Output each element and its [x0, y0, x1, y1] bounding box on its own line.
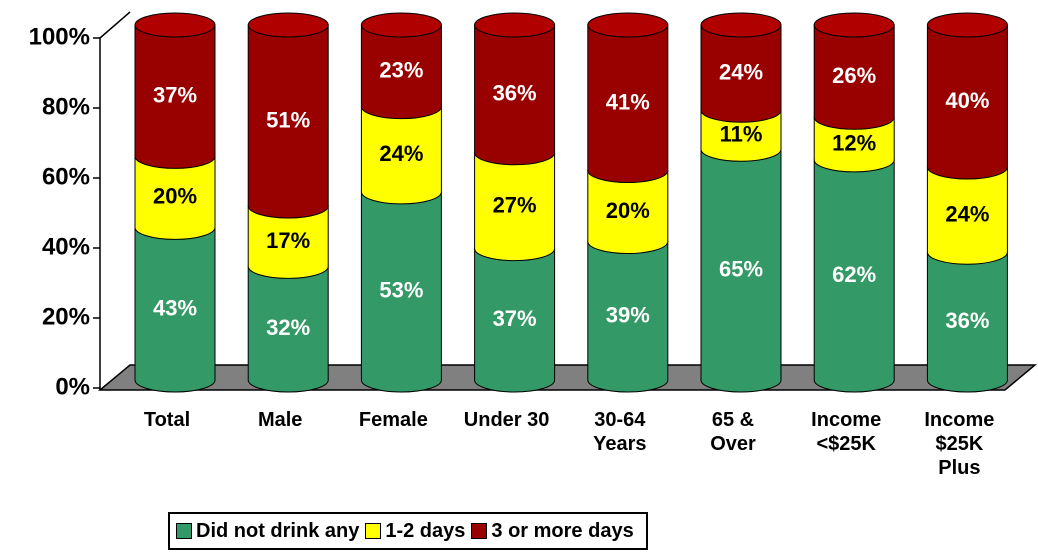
cylinder-cap	[474, 12, 556, 38]
cylinder-cap	[360, 12, 442, 38]
cylinder-segment	[247, 265, 329, 393]
x-tick-label: Income <$25K	[811, 409, 882, 455]
cylinder-segment	[247, 205, 329, 279]
y-tick-label: 20%	[42, 303, 90, 330]
value-label: 39%	[606, 303, 650, 328]
cylinder-segment	[700, 109, 782, 162]
value-label: 36%	[945, 308, 989, 333]
cylinder-segment	[813, 116, 895, 173]
value-label: 24%	[945, 201, 989, 226]
x-tick-label: 65 & Over	[710, 409, 756, 455]
value-label: 24%	[379, 141, 423, 166]
legend-item: 1-2 days	[365, 520, 465, 543]
x-tick-label: 30-64 Years	[593, 409, 647, 455]
y-tick-label: 0%	[55, 373, 90, 400]
y-tick-label: 40%	[42, 233, 90, 260]
legend-label: 1-2 days	[385, 519, 466, 542]
value-label: 17%	[266, 228, 310, 253]
cylinder-segment	[587, 24, 669, 184]
legend-item: Did not drink any	[176, 520, 359, 543]
value-label: 37%	[493, 306, 537, 331]
cylinder-segment	[134, 155, 216, 240]
value-label: 24%	[719, 59, 763, 84]
cylinder-cap	[587, 12, 669, 38]
cylinder-segment	[700, 148, 782, 393]
x-tick-label: Female	[358, 409, 428, 431]
cylinder-cap	[247, 12, 329, 38]
legend: Did not drink any 1-2 days 3 or more days	[168, 512, 648, 550]
cylinder-segment	[360, 106, 442, 205]
value-label: 11%	[720, 122, 763, 147]
cylinder-segment	[926, 24, 1008, 180]
value-label: 53%	[379, 278, 423, 303]
cylinder-segment	[360, 24, 442, 120]
legend-swatch	[471, 523, 488, 539]
cylinder-segment	[926, 166, 1008, 265]
cylinder-segment	[587, 170, 669, 255]
value-label: 32%	[266, 315, 310, 340]
cylinder-cap	[926, 12, 1008, 38]
cylinder-segment	[247, 24, 329, 219]
axis-edge	[99, 11, 131, 39]
x-tick-label: Under 30	[463, 409, 550, 431]
legend-item: 3 or more days	[471, 519, 634, 543]
cylinder-segment	[813, 24, 895, 130]
cylinder-segment	[587, 241, 669, 393]
legend-label: 3 or more days	[491, 519, 634, 542]
cylinder-segment	[474, 152, 556, 262]
value-label: 20%	[153, 184, 197, 209]
floor	[97, 364, 1038, 391]
cylinder-segment	[813, 159, 895, 393]
y-tick-label: 80%	[42, 93, 90, 120]
legend-swatch	[176, 523, 192, 539]
value-label: 12%	[832, 130, 876, 155]
value-label: 51%	[266, 107, 310, 132]
legend-label: Did not drink any	[196, 519, 360, 542]
value-label: 65%	[719, 256, 763, 281]
value-label: 27%	[493, 193, 537, 218]
value-label: 40%	[945, 88, 989, 113]
cylinder-segment	[134, 24, 216, 169]
value-label: 23%	[379, 58, 423, 83]
cylinder-segment	[134, 226, 216, 393]
legend-swatch	[365, 523, 382, 539]
cylinder-segment	[926, 251, 1008, 393]
cylinder-cap	[813, 12, 895, 38]
x-tick-label: Income $25K Plus	[924, 409, 995, 479]
x-tick-label: Total	[143, 409, 191, 431]
cylinder-segment	[360, 191, 442, 393]
cylinder-segment	[474, 24, 556, 166]
x-tick-label: Male	[257, 409, 303, 431]
value-label: 20%	[606, 198, 650, 223]
cylinder-segment	[474, 248, 556, 393]
y-tick-label: 60%	[42, 163, 90, 190]
y-tick-label: 100%	[29, 23, 90, 50]
value-label: 37%	[153, 82, 197, 107]
value-label: 36%	[493, 81, 537, 106]
value-label: 41%	[606, 90, 650, 115]
value-label: 43%	[153, 295, 197, 320]
cylinder-cap	[134, 12, 216, 38]
cylinder-cap	[700, 12, 782, 38]
cylinder-segment	[700, 24, 782, 123]
value-label: 26%	[832, 63, 876, 88]
value-label: 62%	[832, 262, 876, 287]
